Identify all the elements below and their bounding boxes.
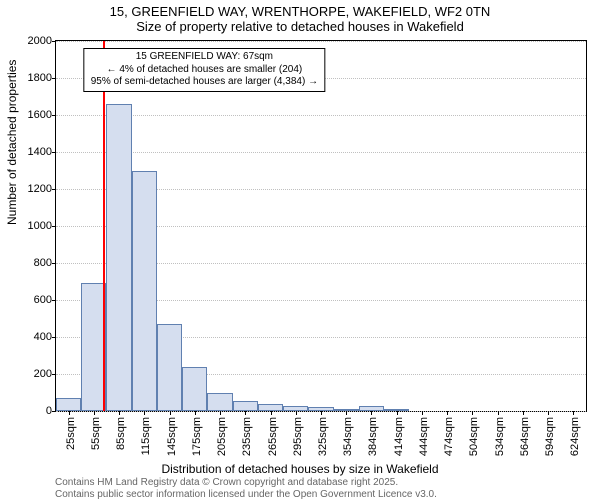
marker-line bbox=[103, 41, 105, 411]
xtick-label: 384sqm bbox=[367, 417, 379, 456]
histogram-bar bbox=[157, 324, 182, 411]
xtick-label: 175sqm bbox=[191, 417, 203, 456]
gridline bbox=[56, 115, 586, 116]
xtick-label: 115sqm bbox=[140, 417, 152, 455]
ytick-label: 2000 bbox=[28, 35, 52, 47]
ytick-label: 0 bbox=[46, 405, 52, 417]
histogram-bar bbox=[132, 171, 157, 412]
annotation-line: 95% of semi-detached houses are larger (… bbox=[91, 76, 318, 89]
histogram-bar bbox=[308, 407, 333, 411]
xtick-label: 444sqm bbox=[418, 417, 430, 456]
histogram-bar bbox=[106, 104, 131, 411]
xtick-label: 55sqm bbox=[90, 417, 102, 450]
histogram-bar bbox=[56, 398, 81, 411]
xtick-label: 504sqm bbox=[468, 417, 480, 456]
xtick-label: 594sqm bbox=[544, 417, 556, 456]
histogram-bar bbox=[283, 406, 308, 411]
ytick-label: 1200 bbox=[28, 183, 52, 195]
ytick-label: 600 bbox=[34, 294, 52, 306]
title-subtitle: Size of property relative to detached ho… bbox=[0, 19, 600, 34]
ytick-label: 1800 bbox=[28, 72, 52, 84]
xtick-label: 25sqm bbox=[65, 417, 77, 450]
ytick-label: 800 bbox=[34, 257, 52, 269]
plot-area: 020040060080010001200140016001800200025s… bbox=[55, 40, 587, 412]
footer-copyright-1: Contains HM Land Registry data © Crown c… bbox=[55, 477, 398, 488]
xtick-label: 564sqm bbox=[519, 417, 531, 456]
xtick-label: 624sqm bbox=[569, 417, 581, 456]
annotation-box: 15 GREENFIELD WAY: 67sqm← 4% of detached… bbox=[84, 48, 325, 92]
y-axis-label: Number of detached properties bbox=[5, 60, 19, 225]
xtick-label: 534sqm bbox=[494, 417, 506, 456]
histogram-bar bbox=[207, 393, 232, 412]
annotation-line: 15 GREENFIELD WAY: 67sqm bbox=[91, 51, 318, 64]
histogram-bar bbox=[384, 409, 409, 411]
xtick-label: 205sqm bbox=[216, 417, 228, 456]
histogram-bar bbox=[233, 401, 258, 411]
gridline bbox=[56, 152, 586, 153]
histogram-bar bbox=[334, 409, 359, 411]
xtick-label: 474sqm bbox=[443, 417, 455, 456]
chart-container: 15, GREENFIELD WAY, WRENTHORPE, WAKEFIEL… bbox=[0, 0, 600, 500]
histogram-bar bbox=[182, 367, 207, 411]
ytick-label: 1600 bbox=[28, 109, 52, 121]
ytick-label: 1000 bbox=[28, 220, 52, 232]
ytick-label: 400 bbox=[34, 331, 52, 343]
ytick-label: 200 bbox=[34, 368, 52, 380]
xtick-label: 414sqm bbox=[393, 417, 405, 456]
ytick-label: 1400 bbox=[28, 146, 52, 158]
gridline bbox=[56, 41, 586, 42]
footer-copyright-2: Contains public sector information licen… bbox=[55, 489, 437, 500]
histogram-bar bbox=[258, 404, 283, 411]
xtick-label: 85sqm bbox=[115, 417, 127, 450]
xtick-label: 265sqm bbox=[267, 417, 279, 456]
xtick-label: 325sqm bbox=[317, 417, 329, 456]
xtick-label: 145sqm bbox=[166, 417, 178, 456]
title-address: 15, GREENFIELD WAY, WRENTHORPE, WAKEFIEL… bbox=[0, 0, 600, 19]
xtick-label: 295sqm bbox=[292, 417, 304, 456]
xtick-label: 235sqm bbox=[241, 417, 253, 456]
xtick-label: 354sqm bbox=[342, 417, 354, 456]
annotation-line: ← 4% of detached houses are smaller (204… bbox=[91, 64, 318, 77]
x-axis-label: Distribution of detached houses by size … bbox=[0, 462, 600, 476]
histogram-bar bbox=[359, 406, 384, 411]
